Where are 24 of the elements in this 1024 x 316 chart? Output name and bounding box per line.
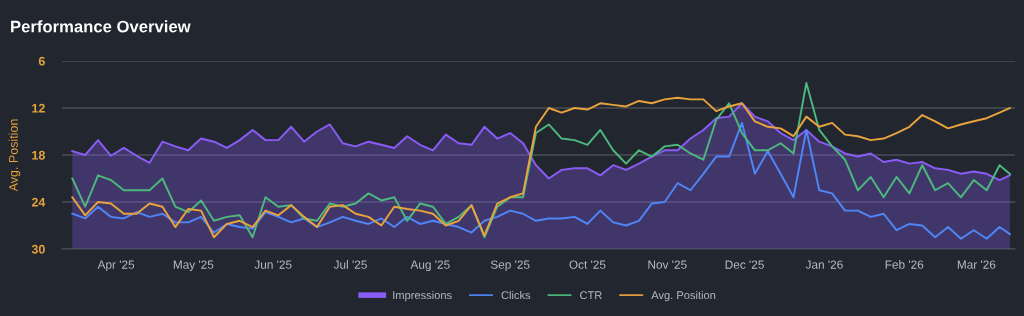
y-tick-label: 18 [32, 150, 45, 160]
y-tick-label: 24 [31, 197, 46, 207]
y-tick-label: 12 [32, 103, 45, 113]
x-tick-label: Feb '26 [885, 260, 924, 269]
x-tick-label: Apr '25 [97, 260, 135, 272]
y-axis-title: Avg. Position [8, 119, 21, 192]
x-tick-label: Jun '25 [254, 260, 292, 269]
y-tick-label: 6 [38, 56, 45, 66]
legend-label: Impressions [393, 290, 452, 302]
x-tick-label: Jan '26 [805, 260, 843, 269]
line-series [71, 121, 1011, 240]
legend-label: CTR [580, 291, 602, 300]
legend-label: Avg. Position [651, 290, 716, 302]
x-tick-label: Nov '25 [648, 260, 687, 269]
y-tick-label: 30 [31, 244, 45, 254]
x-tick-label: Dec '25 [725, 260, 764, 269]
x-tick-label: Oct '25 [569, 260, 606, 269]
x-tick-label: Mar '26 [957, 260, 996, 269]
x-tick-label: Sep '25 [490, 260, 530, 272]
x-tick-label: May '25 [173, 260, 214, 272]
x-tick-label: Jul '25 [333, 260, 367, 269]
legend-label: Clicks [501, 290, 531, 300]
x-tick-label: Aug '25 [410, 260, 450, 272]
chart-title: Performance Overview [11, 20, 191, 33]
